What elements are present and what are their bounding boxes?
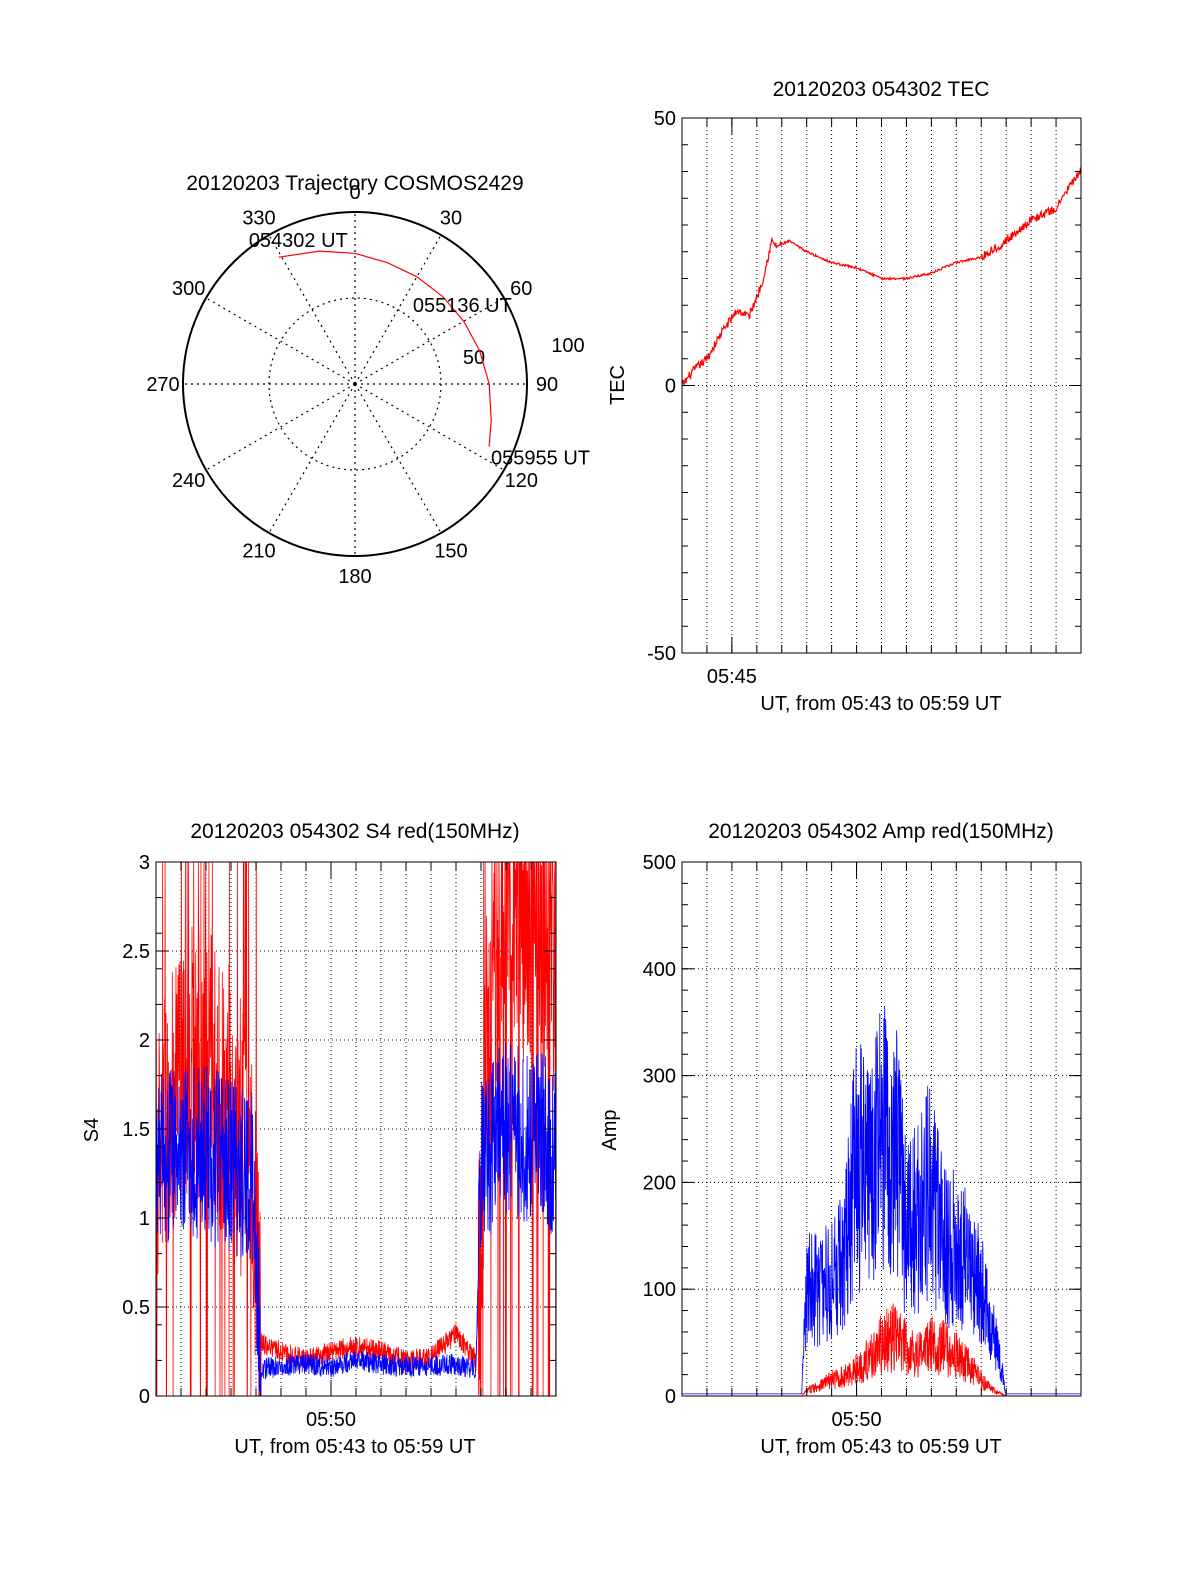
s4-ytick-label: 1: [139, 1208, 150, 1230]
trajectory-title: 20120203 Trajectory COSMOS2429: [186, 172, 523, 195]
tec-ytick-label: -50: [647, 643, 676, 665]
polar-angle-label: 240: [172, 470, 205, 492]
amp-ytick-label: 100: [643, 1279, 676, 1301]
s4-xtick-label: 05:50: [306, 1409, 356, 1431]
s4-title: 20120203 054302 S4 red(150MHz): [190, 820, 519, 843]
amp-ytick-label: 0: [665, 1386, 676, 1408]
polar-spoke: [354, 383, 505, 471]
tec-series: [682, 167, 1081, 386]
amp-ytick-label: 300: [643, 1066, 676, 1088]
polar-angle-label: 150: [434, 540, 467, 562]
amp-axis-ticks: 0 100 200 300 400 500 05:50: [643, 852, 1082, 1431]
amp-xlabel: UT, from 05:43 to 05:59 UT: [760, 1436, 1001, 1458]
s4-ytick-label: 0.5: [122, 1297, 150, 1319]
polar-spoke: [354, 297, 505, 385]
polar-ring-50: [268, 297, 442, 471]
polar-spoke: [205, 383, 356, 471]
polar-spoke: [268, 383, 356, 534]
polar-angle-label: 0: [349, 182, 360, 204]
polar-angle-label: 180: [338, 566, 371, 588]
polar-angle-label: 90: [536, 374, 558, 396]
polar-angle-label: 60: [510, 278, 532, 300]
tec-ytick-label: 50: [654, 108, 676, 130]
polar-annotation: 055955 UT: [491, 448, 590, 470]
s4-ytick-label: 1.5: [122, 1119, 150, 1141]
polar-outer-circle: [182, 211, 528, 557]
polar-spoke: [268, 234, 356, 385]
tec-panel: 20120203 054302 TEC -50 0 50 05:45 UT, from…: [607, 78, 1082, 715]
polar-angle-label: 210: [242, 540, 275, 562]
s4-panel: 20120203 054302 S4 red(150MHz) 0 0.5 1 1.5 2…: [81, 820, 557, 1458]
polar-annotation: 055136 UT: [413, 295, 512, 317]
amp-ytick-label: 500: [643, 852, 676, 874]
polar-trajectory-series: [278, 250, 492, 447]
polar-angle-label: 120: [505, 470, 538, 492]
s4-series-line-1: [156, 1042, 556, 1396]
s4-ytick-label: 0: [139, 1386, 150, 1408]
amp-series: [682, 1005, 1081, 1396]
s4-ytick-label: 2.5: [122, 941, 150, 963]
tec-ytick-label: 0: [665, 376, 676, 398]
tec-ylabel: TEC: [607, 365, 629, 405]
polar-angle-label: 270: [146, 374, 179, 396]
s4-ytick-label: 2: [139, 1030, 150, 1052]
polar-spoke: [354, 234, 442, 385]
tec-grid: [682, 118, 1081, 653]
amp-series-line-0: [682, 1303, 1081, 1396]
s4-series: [156, 862, 556, 1396]
polar-angle-label: 30: [440, 208, 462, 230]
amp-xtick-label: 05:50: [832, 1409, 882, 1431]
polar-angle-label: 330: [242, 208, 275, 230]
s4-ytick-label: 3: [139, 852, 150, 874]
polar-radial-label: 100: [551, 335, 584, 357]
amp-ytick-label: 200: [643, 1172, 676, 1194]
polar-spoke: [354, 383, 442, 534]
amp-panel: 20120203 054302 Amp red(150MHz) 0 100 200 3…: [599, 820, 1082, 1458]
tec-title: 20120203 054302 TEC: [773, 78, 990, 101]
polar-angle-labels: 0 30 60 90 120 150 180 210 240 270 300 330: [146, 182, 558, 588]
polar-grid: [182, 211, 528, 557]
trajectory-panel: 20120203 Trajectory COSMOS2429 0 30 60 90 12…: [146, 172, 590, 588]
tec-xtick-label: 05:45: [707, 666, 757, 688]
amp-ytick-label: 400: [643, 959, 676, 981]
polar-angle-label: 300: [172, 278, 205, 300]
amp-ylabel: Amp: [599, 1109, 621, 1150]
s4-axis-ticks: 0 0.5 1 1.5 2 2.5 3 05:50: [122, 852, 557, 1431]
tec-series-line-0: [682, 167, 1081, 386]
tec-axis-ticks: -50 0 50 05:45: [647, 108, 1082, 688]
amp-series-line-1: [682, 1005, 1081, 1396]
amp-title: 20120203 054302 Amp red(150MHz): [708, 820, 1054, 843]
tec-xlabel: UT, from 05:43 to 05:59 UT: [760, 693, 1001, 715]
polar-annotation: 054302 UT: [249, 230, 348, 252]
polar-trajectory-line: [278, 250, 492, 447]
polar-spoke: [205, 297, 356, 385]
s4-ylabel: S4: [81, 1118, 103, 1142]
s4-xlabel: UT, from 05:43 to 05:59 UT: [234, 1436, 475, 1458]
polar-annotations: 054302 UT 055136 UT 055955 UT: [249, 230, 590, 469]
